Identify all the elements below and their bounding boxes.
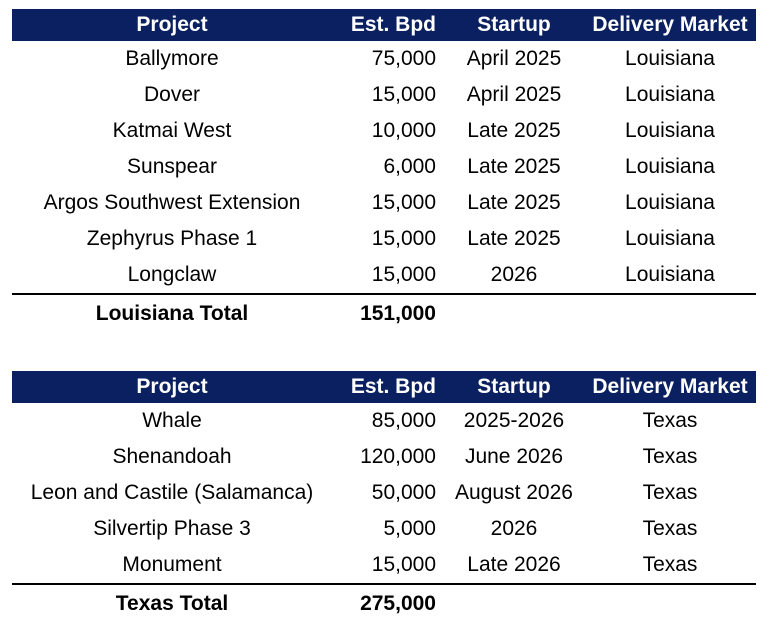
total-row: Louisiana Total 151,000: [12, 293, 756, 333]
table-row: Longclaw 15,000 2026 Louisiana: [12, 257, 756, 293]
cell-project: Silvertip Phase 3: [93, 517, 251, 540]
cell-market: Texas: [642, 553, 698, 576]
cell-bpd: 15,000: [371, 227, 436, 250]
cell-startup: June 2026: [464, 445, 564, 468]
cell-market: Louisiana: [625, 47, 715, 70]
cell-project: Sunspear: [127, 155, 217, 178]
cell-bpd: 120,000: [360, 445, 436, 468]
header-startup: Startup: [477, 13, 551, 36]
cell-project: Argos Southwest Extension: [43, 191, 301, 214]
header-project: Project: [136, 375, 208, 398]
total-bpd: 151,000: [360, 302, 436, 325]
cell-market: Texas: [642, 481, 698, 504]
cell-bpd: 10,000: [371, 119, 436, 142]
cell-market: Texas: [642, 517, 698, 540]
cell-bpd: 15,000: [371, 553, 436, 576]
cell-bpd: 75,000: [371, 47, 436, 70]
header-project: Project: [136, 13, 208, 36]
header-est-bpd: Est. Bpd: [350, 13, 436, 36]
cell-project: Monument: [122, 553, 222, 576]
cell-bpd: 50,000: [371, 481, 436, 504]
table-row: Shenandoah 120,000 June 2026 Texas: [12, 439, 756, 475]
cell-startup: Late 2025: [467, 119, 561, 142]
cell-startup: 2025-2026: [463, 409, 565, 432]
cell-startup: April 2025: [466, 83, 562, 106]
table-row: Dover 15,000 April 2025 Louisiana: [12, 77, 756, 113]
louisiana-table: Project Est. Bpd Startup Delivery Market…: [12, 9, 756, 333]
table-row: Leon and Castile (Salamanca) 50,000 Augu…: [12, 475, 756, 511]
cell-bpd: 15,000: [371, 83, 436, 106]
table-row: Katmai West 10,000 Late 2025 Louisiana: [12, 113, 756, 149]
cell-market: Louisiana: [625, 263, 715, 286]
cell-market: Louisiana: [625, 227, 715, 250]
cell-startup: August 2026: [455, 481, 573, 504]
cell-startup: April 2025: [466, 47, 562, 70]
table-row: Monument 15,000 Late 2026 Texas: [12, 547, 756, 583]
cell-market: Texas: [642, 445, 698, 468]
cell-bpd: 15,000: [371, 191, 436, 214]
cell-startup: Late 2025: [467, 191, 561, 214]
cell-market: Texas: [642, 409, 698, 432]
table-row: Argos Southwest Extension 15,000 Late 20…: [12, 185, 756, 221]
texas-table: Project Est. Bpd Startup Delivery Market…: [12, 371, 756, 623]
table-row: Silvertip Phase 3 5,000 2026 Texas: [12, 511, 756, 547]
cell-startup: 2026: [490, 263, 538, 286]
cell-bpd: 85,000: [371, 409, 436, 432]
cell-startup: Late 2026: [467, 553, 561, 576]
header-delivery-market: Delivery Market: [592, 375, 748, 398]
cell-project: Leon and Castile (Salamanca): [30, 481, 314, 504]
cell-startup: Late 2025: [467, 155, 561, 178]
cell-market: Louisiana: [625, 191, 715, 214]
total-label: Texas Total: [115, 592, 229, 615]
table-header-row: Project Est. Bpd Startup Delivery Market: [12, 9, 756, 41]
cell-bpd: 6,000: [383, 155, 436, 178]
cell-market: Louisiana: [625, 119, 715, 142]
total-label: Louisiana Total: [95, 302, 249, 325]
cell-startup: 2026: [490, 517, 538, 540]
cell-market: Louisiana: [625, 83, 715, 106]
header-startup: Startup: [477, 375, 551, 398]
total-bpd: 275,000: [360, 592, 436, 615]
table-row: Ballymore 75,000 April 2025 Louisiana: [12, 41, 756, 77]
total-row: Texas Total 275,000: [12, 583, 756, 623]
header-est-bpd: Est. Bpd: [350, 375, 436, 398]
cell-project: Dover: [143, 83, 201, 106]
cell-project: Longclaw: [127, 263, 217, 286]
cell-bpd: 15,000: [371, 263, 436, 286]
table-header-row: Project Est. Bpd Startup Delivery Market: [12, 371, 756, 403]
cell-project: Whale: [142, 409, 202, 432]
cell-project: Ballymore: [125, 47, 219, 70]
header-delivery-market: Delivery Market: [592, 13, 748, 36]
cell-market: Louisiana: [625, 155, 715, 178]
table-row: Whale 85,000 2025-2026 Texas: [12, 403, 756, 439]
cell-project: Shenandoah: [112, 445, 232, 468]
cell-bpd: 5,000: [383, 517, 436, 540]
cell-project: Katmai West: [112, 119, 232, 142]
table-row: Sunspear 6,000 Late 2025 Louisiana: [12, 149, 756, 185]
table-row: Zephyrus Phase 1 15,000 Late 2025 Louisi…: [12, 221, 756, 257]
cell-project: Zephyrus Phase 1: [86, 227, 258, 250]
cell-startup: Late 2025: [467, 227, 561, 250]
